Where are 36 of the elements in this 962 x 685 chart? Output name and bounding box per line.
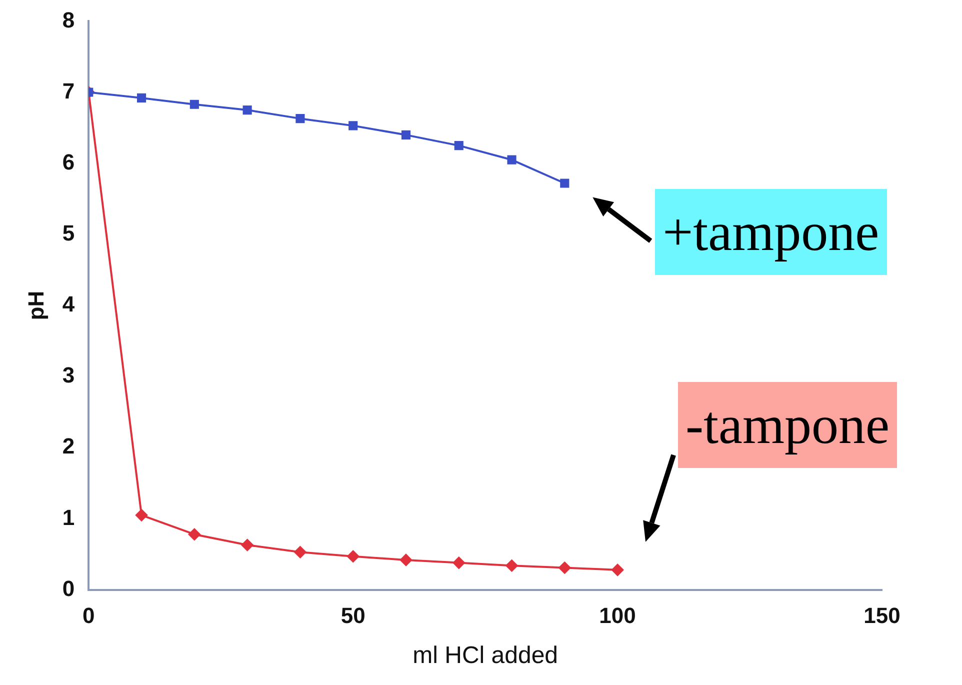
point bbox=[506, 560, 518, 572]
point bbox=[241, 539, 254, 552]
y-tick-label: 0 bbox=[62, 576, 75, 601]
y-tick-label: 5 bbox=[62, 220, 75, 246]
y-tick-label: 6 bbox=[62, 149, 75, 174]
x-tick-label: 50 bbox=[340, 603, 366, 628]
point bbox=[507, 155, 516, 164]
y-tick-label: 8 bbox=[62, 7, 75, 32]
x-axis-title: ml HCl added bbox=[412, 642, 558, 670]
point bbox=[454, 141, 464, 150]
y-tick-label: 2 bbox=[62, 434, 75, 459]
y-axis-title: pH bbox=[23, 290, 48, 320]
y-tick-label: 3 bbox=[62, 362, 75, 388]
point bbox=[612, 564, 624, 576]
point bbox=[188, 528, 200, 540]
point bbox=[348, 121, 358, 130]
point bbox=[136, 509, 148, 522]
x-tick-label: 150 bbox=[864, 603, 900, 628]
point bbox=[560, 178, 570, 188]
y-tick-label: 7 bbox=[62, 78, 75, 104]
annotation: -tampone bbox=[678, 382, 898, 468]
point bbox=[347, 550, 360, 562]
y-tick-label: 4 bbox=[62, 292, 76, 317]
annotation: +tampone bbox=[654, 189, 888, 276]
point bbox=[400, 554, 412, 566]
point bbox=[558, 562, 571, 574]
x-tick-label: 100 bbox=[599, 603, 636, 628]
x-tick-label: 0 bbox=[82, 603, 95, 628]
point bbox=[296, 114, 305, 124]
y-tick-label: 1 bbox=[62, 504, 75, 530]
point bbox=[136, 93, 146, 102]
point bbox=[190, 100, 199, 109]
point bbox=[452, 556, 465, 569]
point bbox=[401, 130, 411, 140]
point bbox=[294, 546, 306, 558]
point bbox=[242, 106, 252, 115]
